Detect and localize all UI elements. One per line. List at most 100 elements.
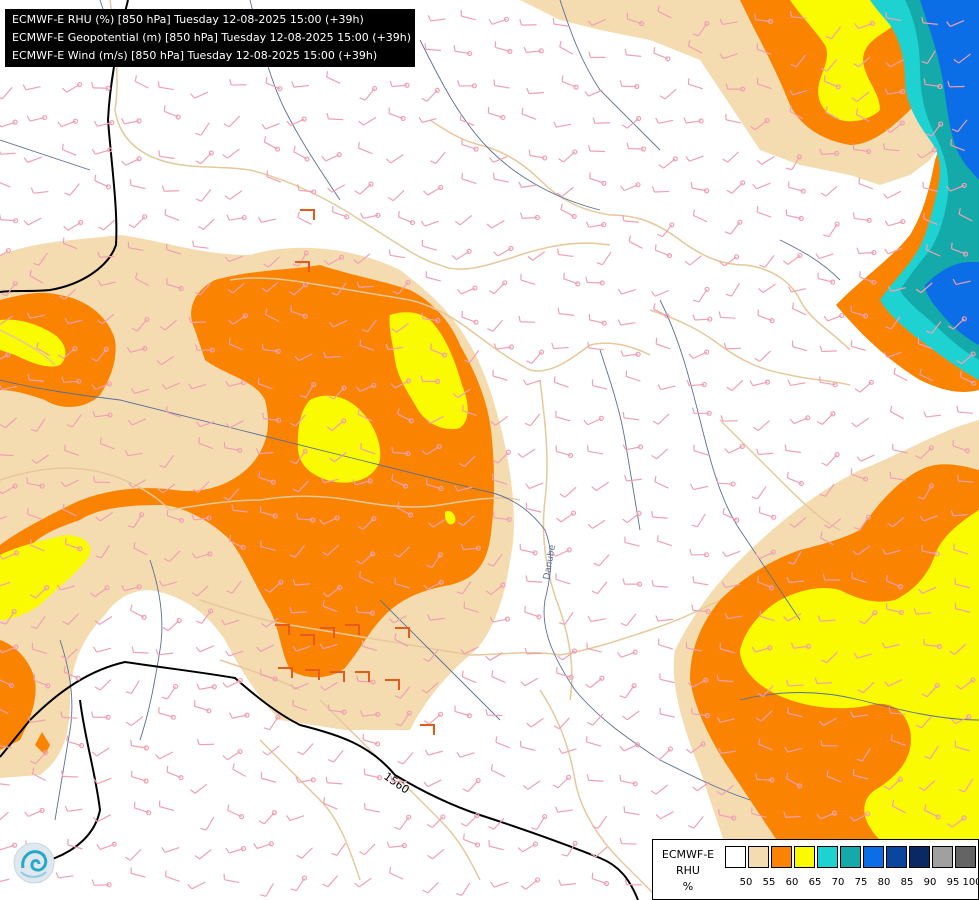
- wind-barb-icon: [949, 643, 967, 655]
- wind-barb-icon: [164, 870, 180, 882]
- wind-barb-icon: [130, 604, 147, 620]
- wind-barb-icon: [62, 503, 77, 517]
- wind-barb-icon: [194, 283, 211, 296]
- wind-barb-icon: [784, 746, 803, 753]
- wind-barb-icon: [420, 375, 441, 385]
- wind-barb-icon: [692, 20, 710, 37]
- wind-barb-icon: [947, 80, 965, 88]
- wind-barb-icon: [427, 15, 446, 22]
- wind-barb-icon: [528, 149, 548, 161]
- legend-title-variable: RHU: [676, 864, 700, 877]
- wind-barb-icon: [94, 174, 112, 190]
- wind-barb-icon: [222, 748, 243, 761]
- wind-barb-icon: [193, 700, 212, 714]
- wind-barb-icon: [133, 542, 148, 556]
- wind-barb-icon: [96, 841, 117, 850]
- wind-barb-icon: [620, 613, 637, 627]
- wind-barb-icon: [525, 482, 544, 490]
- wind-barb-icon: [0, 644, 19, 654]
- wind-barb-icon: [790, 642, 812, 649]
- wind-barb-icon: [492, 511, 512, 523]
- wind-barb-icon: [354, 877, 372, 888]
- wind-barb-icon: [159, 454, 175, 469]
- wind-barb-icon: [91, 747, 110, 757]
- wind-barb-icon: [293, 145, 310, 162]
- wind-barb-icon: [622, 444, 644, 451]
- wind-barb-icon: [161, 185, 180, 192]
- wind-barb-icon: [651, 510, 668, 519]
- wind-barb-icon: [620, 182, 641, 192]
- wind-barb-icon: [452, 388, 471, 399]
- wind-barb-icon: [460, 10, 476, 21]
- wind-barb-icon: [418, 116, 437, 123]
- wind-barb-icon: [394, 686, 411, 699]
- wind-barb-icon: [97, 251, 115, 258]
- wind-barb-icon: [882, 548, 901, 555]
- wind-barb-icon: [750, 117, 770, 131]
- wind-barb-icon: [359, 843, 376, 856]
- wind-barb-icon: [260, 540, 276, 551]
- wind-barb-icon: [158, 150, 175, 160]
- wind-barb-icon: [557, 248, 574, 258]
- wind-barb-icon: [421, 682, 439, 694]
- wind-barb-icon: [0, 783, 10, 786]
- wind-barb-icon: [296, 512, 316, 523]
- wind-barb-icon: [61, 376, 82, 384]
- wind-barb-icon: [320, 681, 338, 691]
- wind-barb-icon: [196, 683, 217, 690]
- wind-barb-icon: [355, 606, 376, 616]
- wind-barb-icon: [30, 585, 50, 599]
- wind-barb-icon: [853, 652, 872, 659]
- wind-barb-icon: [658, 156, 678, 169]
- wind-barb-icon: [225, 846, 247, 854]
- wind-barb-icon: [388, 249, 405, 259]
- wind-barb-icon: [66, 414, 82, 428]
- wind-barb-icon: [786, 471, 804, 487]
- strong-wind-barb-icon: [420, 724, 435, 735]
- wind-barb-icon: [97, 280, 116, 287]
- wind-barb-icon: [0, 878, 10, 883]
- legend-swatch-70: [817, 846, 838, 868]
- legend-swatch-75: [840, 846, 861, 868]
- wind-barb-icon: [66, 735, 85, 749]
- wind-barb-icon: [121, 118, 142, 125]
- wind-barb-icon: [262, 745, 280, 756]
- wind-barb-icon: [388, 615, 407, 624]
- wind-barb-icon: [425, 271, 441, 282]
- wind-barb-icon: [155, 648, 174, 656]
- wind-barb-icon: [591, 481, 610, 492]
- wind-barb-icon: [461, 670, 477, 684]
- wind-barb-icon: [719, 18, 738, 26]
- wind-barb-icon: [858, 610, 878, 625]
- wind-barb-icon: [166, 765, 184, 781]
- wind-barb-icon: [130, 867, 146, 878]
- wind-barb-icon: [30, 418, 46, 432]
- wind-barb-icon: [89, 585, 110, 598]
- wind-barb-icon: [64, 805, 83, 812]
- wind-barb-icon: [491, 670, 506, 684]
- wind-barb-icon: [265, 76, 283, 92]
- wind-barb-icon: [223, 441, 243, 453]
- wind-barb-icon: [0, 119, 18, 128]
- wind-barb-icon: [454, 214, 473, 226]
- wind-barb-icon: [726, 180, 746, 194]
- wind-barb-icon: [426, 814, 446, 829]
- legend-box: ECMWF-E RHU % 50 55 60 65 70 75 80 85 90…: [652, 839, 979, 900]
- wind-barb-icon: [919, 368, 934, 382]
- wind-barb-icon: [560, 203, 577, 220]
- wind-barb-icon: [328, 319, 348, 328]
- wind-barb-icon: [297, 184, 317, 195]
- wind-barb-icon: [356, 281, 375, 288]
- wind-barb-icon: [654, 746, 673, 761]
- wind-barb-icon: [221, 619, 240, 626]
- wind-barb-icon: [257, 216, 277, 223]
- wind-barb-icon: [461, 311, 479, 325]
- wind-barb-icon: [563, 272, 581, 287]
- wind-barb-icon: [397, 211, 416, 226]
- wind-barb-icon: [26, 114, 48, 122]
- wind-barb-icon: [889, 471, 906, 481]
- wind-barb-icon: [30, 615, 46, 630]
- wind-barb-icon: [589, 172, 607, 186]
- wind-barb-icon: [257, 377, 273, 390]
- legend-tick-80: 80: [877, 877, 891, 888]
